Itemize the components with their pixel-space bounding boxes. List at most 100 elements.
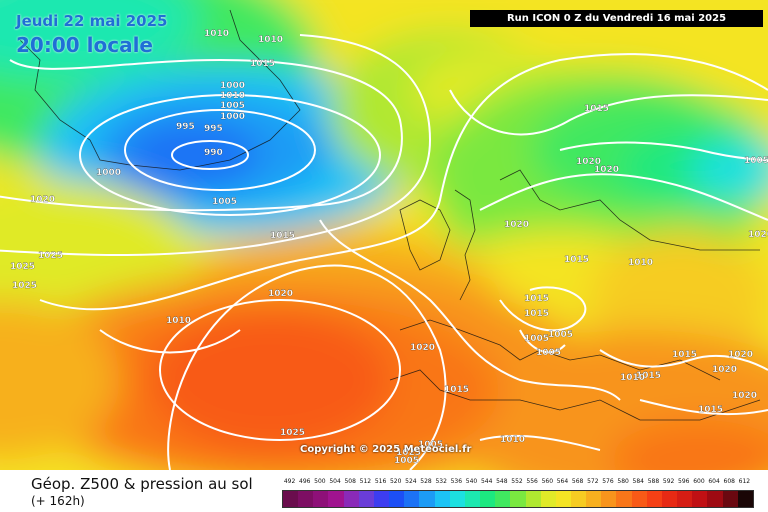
isobar-label: 1015 [270,231,295,241]
isobar-label: 1000 [220,81,245,91]
isobar-label: 1010 [620,373,645,383]
scale-label: 580 [617,478,629,485]
isobar-label: 1020 [410,343,435,353]
legend-footer: Géop. Z500 & pression au sol (+ 162h) 49… [0,470,768,512]
isobar-label: 1020 [594,165,619,175]
isobar-label: 1005 [548,330,573,340]
scale-swatch [540,491,556,507]
isobar-label: 995 [204,124,223,134]
scale-swatch [313,491,329,507]
isobar-label: 1020 [576,157,601,167]
map-title: Géop. Z500 & pression au sol [31,475,253,493]
scale-swatch [464,491,481,507]
scale-label: 496 [299,478,311,485]
isobar-label: 1025 [280,428,305,438]
isobar-label: 1015 [698,405,723,415]
scale-swatch [343,491,359,507]
scale-label: 520 [389,478,402,485]
scale-label: 500 [314,478,326,485]
isobar-label: 1005 [524,334,549,344]
isobar-label: 1020 [748,230,768,240]
isobar-label: 1025 [396,448,421,458]
scale-label: 552 [511,478,523,485]
scale-label: 576 [602,478,614,485]
scale-swatch [419,491,435,507]
isobar-label: 1000 [96,168,121,178]
isobar-label: 995 [176,122,195,132]
isobar-label: 1005 [744,156,768,166]
scale-swatch [616,491,632,507]
isobar-label: 1020 [268,289,293,299]
isobar-labels: 1010 1010 1015 1010 1005 1000 995 995 99… [10,29,768,466]
scale-swatch [586,491,602,507]
scale-swatch [404,491,420,507]
scale-label: 588 [647,478,660,485]
isobar-label: 1015 [524,309,549,319]
isobars [0,34,768,470]
isobar-label: 1020 [732,391,757,401]
scale-swatch [389,491,405,507]
forecast-time: 20:00 locale [16,33,153,57]
isobar-label: 1015 [444,385,469,395]
scale-swatch [434,491,450,507]
isobar-label: 1005 [212,197,237,207]
scale-label: 592 [662,478,675,485]
scale-swatch [646,491,662,507]
scale-swatch [677,491,693,507]
scale-swatch [495,491,511,507]
isobar-label: 1020 [30,195,55,205]
color-scale-bar [282,490,754,508]
scale-swatch [570,491,587,507]
scale-label: 568 [571,478,584,485]
forecast-map: 1010 1010 1015 1010 1005 1000 995 995 99… [0,0,768,470]
scale-label: 564 [556,478,569,485]
isobar-label: 1010 [220,91,245,101]
isobar-label: 1025 [12,281,37,291]
isobar-label: 1010 [628,258,653,268]
scale-label: 612 [738,478,751,485]
scale-label: 524 [405,478,417,485]
isobar-label: 1010 [500,435,525,445]
scale-swatch [601,491,617,507]
scale-swatch [555,491,571,507]
isobar-label: 1005 [536,348,561,358]
isobar-label: 1010 [258,35,283,45]
scale-label: 608 [723,478,735,485]
copyright-notice: Copyright © 2025 Meteociel.fr [300,444,472,455]
scale-swatch [373,491,390,507]
forecast-lead-time: (+ 162h) [31,494,85,508]
isobar-label: 1015 [672,350,697,360]
isobar-label: 1020 [504,220,529,230]
scale-label: 532 [435,478,447,485]
scale-label: 492 [283,478,296,485]
scale-label: 572 [587,478,599,485]
isobar-label: 1020 [728,350,753,360]
isobar-label: 1015 [564,255,589,265]
scale-label: 508 [344,478,356,485]
scale-label: 544 [480,478,493,485]
isobar-label: 1015 [250,59,275,69]
scale-swatch [737,491,753,507]
scale-swatch [661,491,678,507]
isobar-label: 1005 [394,456,419,466]
isobar-label: 1025 [38,251,63,261]
isobar-label: 1005 [418,440,443,450]
isobar-label: 1000 [220,112,245,122]
scale-swatch [358,491,374,507]
isobar-label: 1010 [166,316,191,326]
model-run-label: Run ICON 0 Z du Vendredi 16 mai 2025 [470,10,763,27]
scale-label: 556 [526,478,538,485]
isobar-label: 1005 [220,101,245,111]
isobar-label: 1015 [524,294,549,304]
isobar-label: 1025 [10,262,35,272]
scale-label: 504 [329,478,341,485]
geopotential-fill [0,0,768,470]
scale-label: 528 [420,478,432,485]
scale-label: 604 [708,478,720,485]
scale-label: 584 [632,478,644,485]
scale-swatch [692,491,708,507]
scale-label: 540 [465,478,478,485]
scale-label: 596 [678,478,690,485]
scale-swatch [631,491,647,507]
isobar-label: 1010 [204,29,229,39]
